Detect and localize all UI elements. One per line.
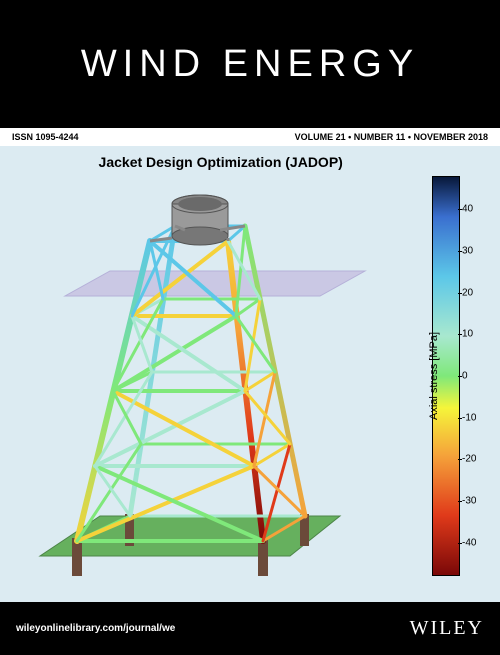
colorbar-tick-label: -10 — [462, 412, 476, 423]
colorbar-tick-label: 10 — [462, 329, 473, 340]
jacket-structure-diagram — [10, 166, 380, 596]
colorbar-tick-label: 40 — [462, 204, 473, 215]
colorbar-tick-label: 20 — [462, 287, 473, 298]
colorbar-tick-label: 0 — [462, 371, 468, 382]
issn-label: ISSN 1095-4244 — [12, 132, 79, 142]
journal-header: WIND ENERGY — [0, 0, 500, 128]
journal-title: WIND ENERGY — [81, 43, 419, 86]
issue-label: VOLUME 21 • NUMBER 11 • NOVEMBER 2018 — [295, 132, 488, 142]
publisher-logo: WILEY — [410, 617, 484, 640]
colorbar-axis-label: Axial stress [MPa] — [428, 332, 440, 420]
footer: wileyonlinelibrary.com/journal/we WILEY — [0, 602, 500, 655]
cover-figure: Jacket Design Optimization (JADOP) — [0, 146, 500, 606]
journal-url: wileyonlinelibrary.com/journal/we — [16, 623, 175, 634]
colorbar-tick-label: -20 — [462, 454, 476, 465]
colorbar-tick-label: -40 — [462, 537, 476, 548]
colorbar-ticks: 40 30 20 10 0 -10 -20 -30 -40 — [462, 176, 492, 576]
issue-info-bar: ISSN 1095-4244 VOLUME 21 • NUMBER 11 • N… — [0, 128, 500, 146]
colorbar-tick-label: 30 — [462, 246, 473, 257]
colorbar: 403020100-10-20-30-40 Axial stress [MPa] — [432, 176, 460, 576]
water-plane — [65, 271, 365, 296]
colorbar-tick-label: -30 — [462, 496, 476, 507]
